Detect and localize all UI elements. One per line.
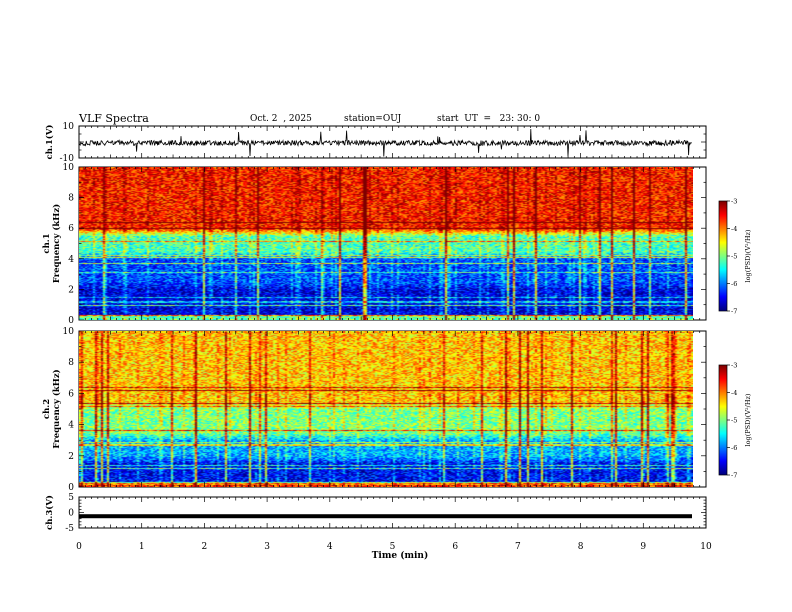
y-tick-label: 0 <box>68 509 74 519</box>
date-label: Oct. 2 , 2025 <box>250 114 312 124</box>
ch2-freq-y-label-line: ch.2 <box>42 399 52 419</box>
x-tick-label: 4 <box>327 542 333 552</box>
x-tick-label: 0 <box>76 542 82 552</box>
y-tick-label: 2 <box>68 452 74 462</box>
y-tick-label: -10 <box>60 154 75 164</box>
station-label: station=OUJ <box>344 114 402 124</box>
ch1-freq-y-label: ch.1 Frequency (kHz) <box>42 204 62 283</box>
ch1-freq-y-label-line: ch.1 <box>42 233 52 253</box>
ch2-freq-y-label-line: Frequency (kHz) <box>51 369 62 448</box>
x-tick-label: 7 <box>515 542 521 552</box>
y-tick-label: 5 <box>68 493 74 503</box>
y-tick-label: 8 <box>68 194 74 204</box>
ch2-spectrogram-image <box>79 331 693 487</box>
y-tick-label: 0 <box>68 316 74 326</box>
ch3-y-label-line: ch.3(V) <box>44 495 55 530</box>
colorbar-tick-label: -4 <box>731 389 737 397</box>
x-tick-label: 10 <box>700 542 712 552</box>
ch1-spectrogram-image <box>79 167 693 320</box>
start-time-label: start UT = 23: 30: 0 <box>437 114 541 124</box>
ch1-y-label: ch.1(V) <box>44 125 55 160</box>
x-tick-label: 1 <box>139 542 145 552</box>
x-tick-label: 9 <box>640 542 646 552</box>
colorbar-tick-label: -7 <box>731 308 737 316</box>
y-tick-label: 6 <box>68 224 74 234</box>
x-tick-label: 2 <box>202 542 208 552</box>
colorbar-title: log(PSD)(V²/Hz) <box>744 229 752 282</box>
x-tick-label: 3 <box>264 542 270 552</box>
colorbar-tick-label: -6 <box>731 444 737 452</box>
x-tick-label: 5 <box>390 542 396 552</box>
y-tick-label: 10 <box>63 163 75 173</box>
y-tick-label: 4 <box>68 255 74 265</box>
x-axis-label: Time (min) <box>372 550 429 561</box>
colorbar-tick-label: -5 <box>731 417 737 425</box>
y-tick-label: 4 <box>68 421 74 431</box>
ch3-y-label: ch.3(V) <box>44 495 55 530</box>
y-tick-label: 10 <box>63 327 75 337</box>
colorbar-title-text: log(PSD)(V²/Hz) <box>744 229 752 282</box>
ch2-colorbar <box>719 365 727 475</box>
colorbar-tick-label: -5 <box>731 253 737 261</box>
colorbar-tick-label: -7 <box>731 472 737 480</box>
ch1-y-label-line: ch.1(V) <box>44 125 55 160</box>
colorbar-title-text: log(PSD)(V²/Hz) <box>744 393 752 446</box>
colorbar-tick-label: -3 <box>731 362 737 370</box>
y-tick-label: -5 <box>65 524 74 534</box>
colorbar-tick-label: -4 <box>731 225 737 233</box>
ch1-colorbar <box>719 201 727 311</box>
ch3-waveform-line <box>79 514 692 519</box>
colorbar-labels: -3 -4 -5 -6 -7 log(PSD)(V²/Hz) -3 -4 -5 -6 -7 log(P… <box>718 198 752 480</box>
y-tick-label: 10 <box>63 122 75 132</box>
y-tick-label: 2 <box>68 285 74 295</box>
y-tick-label: 0 <box>68 483 74 493</box>
y-tick-label: 6 <box>68 389 74 399</box>
colorbar-tick-label: -3 <box>731 198 737 206</box>
axis-ticks <box>78 125 707 529</box>
x-tick-label: 6 <box>452 542 458 552</box>
x-tick-label: 8 <box>578 542 584 552</box>
colorbar-title: log(PSD)(V²/Hz) <box>744 393 752 446</box>
chart-title: VLF Spectra <box>79 112 149 125</box>
colorbar-tick-label: -6 <box>731 280 737 288</box>
ch1-freq-y-label-line: Frequency (kHz) <box>51 204 62 283</box>
ch1-waveform-line <box>78 128 692 157</box>
ch2-freq-y-label: ch.2 Frequency (kHz) <box>42 369 62 448</box>
y-tick-label: 8 <box>68 358 74 368</box>
